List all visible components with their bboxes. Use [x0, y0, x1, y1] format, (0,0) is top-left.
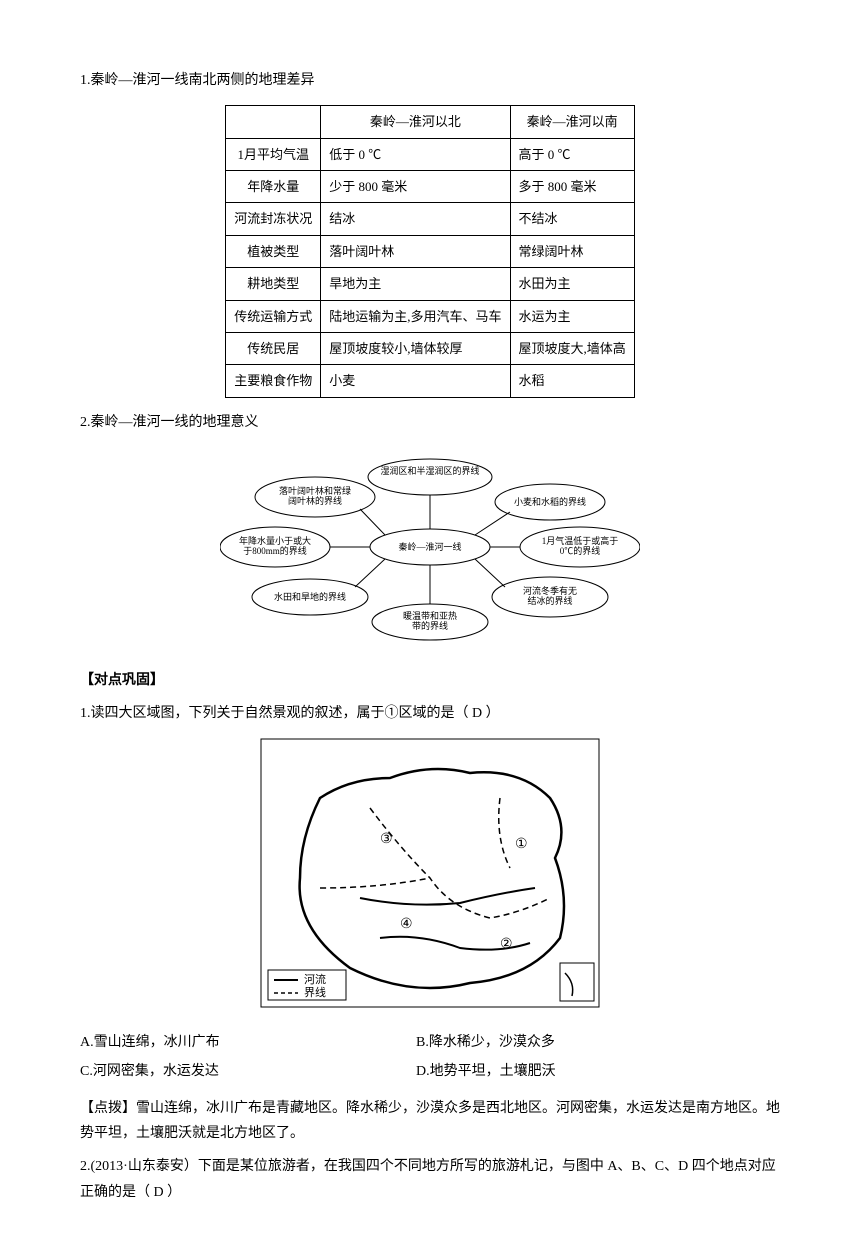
- cell: 屋顶坡度较小,墙体较厚: [321, 332, 510, 364]
- legend-river: 河流: [304, 972, 326, 986]
- cell: 水稻: [510, 365, 634, 397]
- cell: 旱地为主: [321, 268, 510, 300]
- table-row: 河流封冻状况结冰不结冰: [226, 203, 635, 235]
- cell: 常绿阔叶林: [510, 235, 634, 267]
- q1-hint: 【点拨】雪山连绵，冰川广布是青藏地区。降水稀少，沙漠众多是西北地区。河网密集，水…: [80, 1096, 780, 1146]
- svg-text:湿润区和半湿润区的界线: 湿润区和半湿润区的界线: [380, 465, 479, 476]
- table-row: 主要粮食作物小麦水稻: [226, 365, 635, 397]
- table-row: 年降水量少于 800 毫米多于 800 毫米: [226, 170, 635, 202]
- cell: 不结冰: [510, 203, 634, 235]
- row-label: 耕地类型: [226, 268, 321, 300]
- cell: 多于 800 毫米: [510, 170, 634, 202]
- q1-opt-b: B.降水稀少，沙漠众多: [416, 1030, 752, 1055]
- svg-text:小麦和水稻的界线: 小麦和水稻的界线: [514, 496, 586, 507]
- region-3: ③: [380, 832, 393, 847]
- region-4: ④: [400, 917, 413, 932]
- cell: 低于 0 ℃: [321, 138, 510, 170]
- legend-border: 界线: [304, 985, 326, 999]
- row-label: 1月平均气温: [226, 138, 321, 170]
- table-row: 耕地类型旱地为主水田为主: [226, 268, 635, 300]
- svg-text:年降水量小于或大于800mm的界线: 年降水量小于或大于800mm的界线: [239, 535, 311, 556]
- table-header-row: 秦岭—淮河以北 秦岭—淮河以南: [226, 106, 635, 138]
- practice-header: 【对点巩固】: [80, 668, 780, 693]
- row-label: 主要粮食作物: [226, 365, 321, 397]
- cell: 小麦: [321, 365, 510, 397]
- th-south: 秦岭—淮河以南: [510, 106, 634, 138]
- q1-stem: 1.读四大区域图，下列关于自然景观的叙述，属于①区域的是（ D ）: [80, 701, 780, 726]
- cell: 落叶阔叶林: [321, 235, 510, 267]
- row-label: 传统运输方式: [226, 300, 321, 332]
- section1-title: 1.秦岭—淮河一线南北两侧的地理差异: [80, 68, 780, 93]
- china-map: 河流 界线 ① ② ③ ④: [80, 738, 780, 1017]
- cell: 结冰: [321, 203, 510, 235]
- th-blank: [226, 106, 321, 138]
- diagram-center: 秦岭—淮河一线: [398, 541, 461, 552]
- q1-opt-c: C.河网密集，水运发达: [80, 1059, 416, 1084]
- row-label: 河流封冻状况: [226, 203, 321, 235]
- q1-opt-d: D.地势平坦，土壤肥沃: [416, 1059, 752, 1084]
- q2-stem: 2.(2013·山东泰安）下面是某位旅游者，在我国四个不同地方所写的旅游札记，与…: [80, 1154, 780, 1204]
- table-row: 1月平均气温低于 0 ℃高于 0 ℃: [226, 138, 635, 170]
- cell: 水田为主: [510, 268, 634, 300]
- table-row: 传统民居屋顶坡度较小,墙体较厚屋顶坡度大,墙体高: [226, 332, 635, 364]
- concept-diagram: 秦岭—淮河一线 湿润区和半湿润区的界线 小麦和水稻的界线 1月气温低于或高于0℃…: [80, 447, 780, 656]
- row-label: 植被类型: [226, 235, 321, 267]
- cell: 陆地运输为主,多用汽车、马车: [321, 300, 510, 332]
- th-north: 秦岭—淮河以北: [321, 106, 510, 138]
- region-1: ①: [515, 837, 528, 852]
- row-label: 传统民居: [226, 332, 321, 364]
- cell: 屋顶坡度大,墙体高: [510, 332, 634, 364]
- region-2: ②: [500, 937, 513, 952]
- row-label: 年降水量: [226, 170, 321, 202]
- q1-options: A.雪山连绵，冰川广布 B.降水稀少，沙漠众多 C.河网密集，水运发达 D.地势…: [80, 1030, 780, 1088]
- svg-text:河流冬季有无结冰的界线: 河流冬季有无结冰的界线: [523, 585, 577, 606]
- table-row: 传统运输方式陆地运输为主,多用汽车、马车水运为主: [226, 300, 635, 332]
- cell: 少于 800 毫米: [321, 170, 510, 202]
- svg-text:水田和旱地的界线: 水田和旱地的界线: [274, 591, 346, 602]
- table-row: 植被类型落叶阔叶林常绿阔叶林: [226, 235, 635, 267]
- svg-text:落叶阔叶林和常绿阔叶林的界线: 落叶阔叶林和常绿阔叶林的界线: [279, 485, 351, 506]
- cell: 高于 0 ℃: [510, 138, 634, 170]
- cell: 水运为主: [510, 300, 634, 332]
- q1-opt-a: A.雪山连绵，冰川广布: [80, 1030, 416, 1055]
- section2-title: 2.秦岭—淮河一线的地理意义: [80, 410, 780, 435]
- comparison-table: 秦岭—淮河以北 秦岭—淮河以南 1月平均气温低于 0 ℃高于 0 ℃年降水量少于…: [225, 105, 635, 398]
